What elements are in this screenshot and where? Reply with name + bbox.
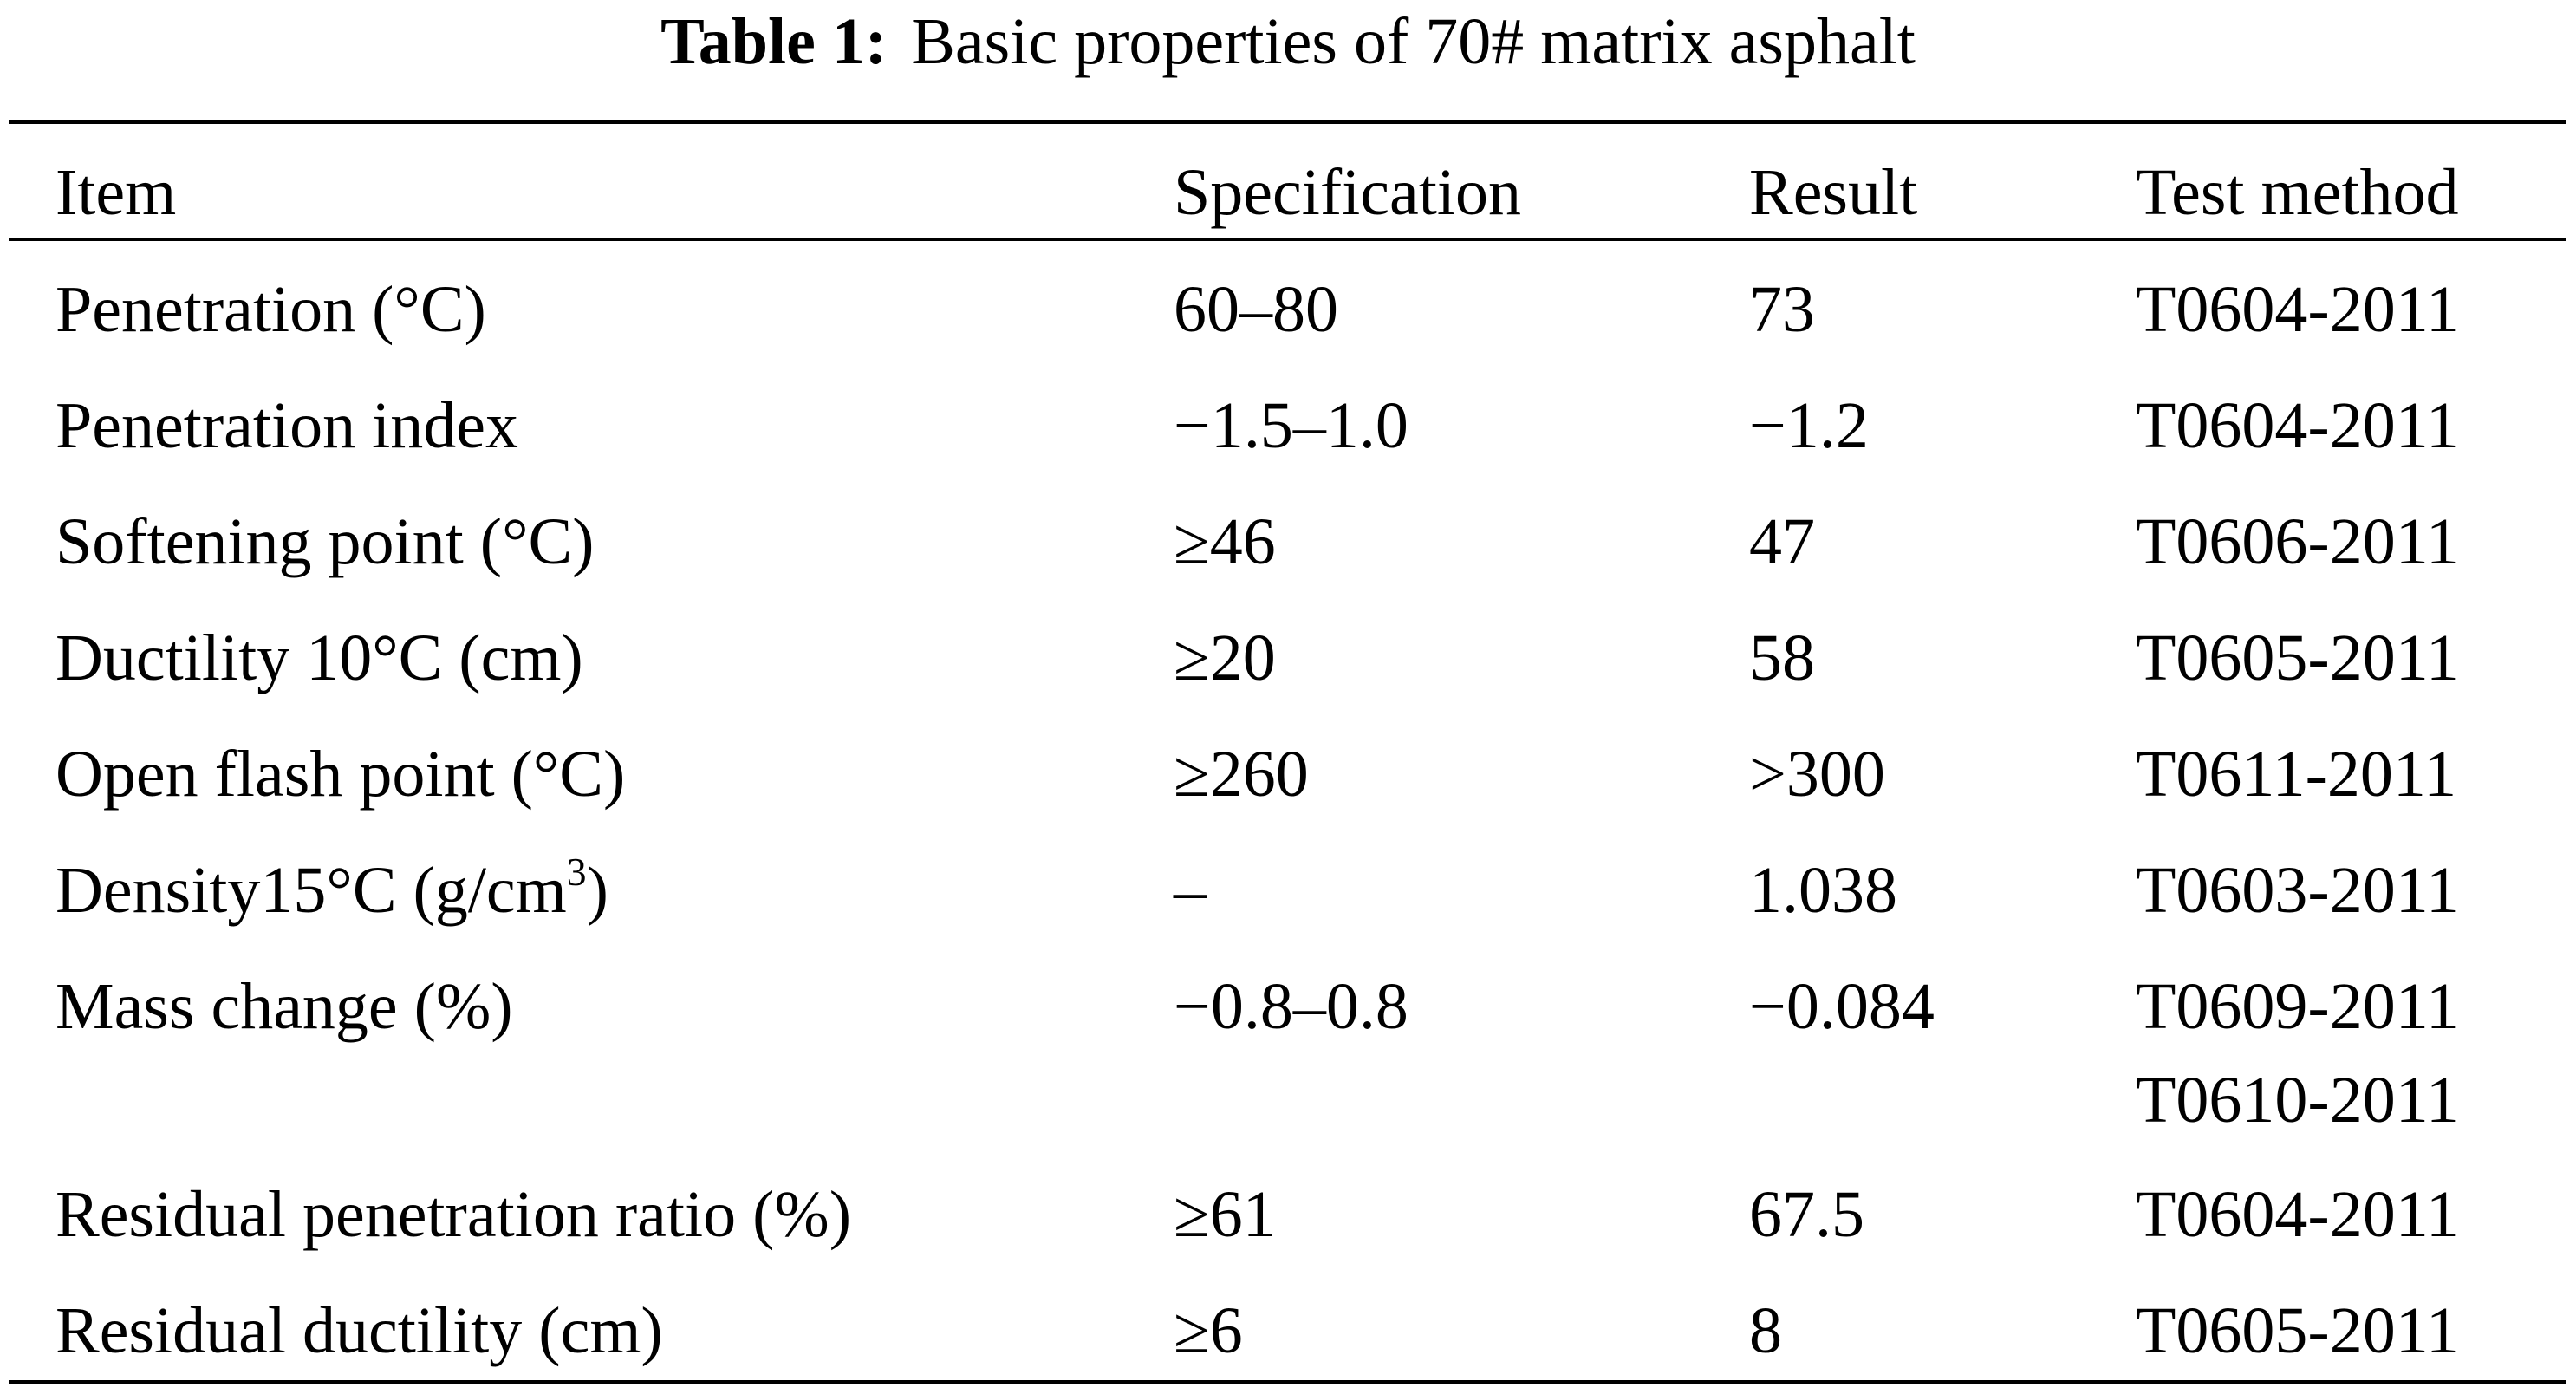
cell-result: −1.2 — [1749, 389, 1869, 462]
cell-result: >300 — [1749, 738, 1885, 811]
cell-test-method: T0611-2011 — [2136, 738, 2457, 811]
header-test-method: Test method — [2136, 156, 2459, 229]
table-row: Ductility 10°C (cm) ≥20 58 T0605-2011 — [0, 611, 2576, 727]
cell-test-method: T0603-2011 — [2136, 854, 2459, 927]
header-result: Result — [1749, 156, 1918, 229]
cell-result: −0.084 — [1749, 970, 1935, 1043]
cell-specification: −1.5–1.0 — [1174, 389, 1408, 462]
table-top-rule — [9, 120, 2566, 124]
superscript-three: 3 — [566, 850, 587, 895]
cell-item: Open flash point (°C) — [55, 738, 626, 811]
cell-specification: ≥20 — [1174, 622, 1276, 694]
cell-result: 73 — [1749, 273, 1815, 346]
cell-test-method: T0604-2011 — [2136, 1178, 2459, 1251]
cell-item: Penetration index — [55, 389, 518, 462]
cell-item: Penetration (°C) — [55, 273, 486, 346]
table-caption: Table 1: Basic properties of 70# matrix a… — [0, 0, 2576, 104]
table-caption-label: Table 1: — [660, 5, 888, 78]
table-row: Softening point (°C) ≥46 47 T0606-2011 — [0, 495, 2576, 611]
table-caption-text: Basic properties of 70# matrix asphalt — [911, 5, 1916, 78]
cell-specification: – — [1174, 854, 1207, 927]
cell-specification: ≥61 — [1174, 1178, 1276, 1251]
table-row: Penetration (°C) 60–80 73 T0604-2011 — [0, 263, 2576, 379]
cell-test-method: T0604-2011 — [2136, 389, 2459, 462]
cell-item: Density15°C (g/cm3) — [55, 844, 608, 937]
table-row: Residual ductility (cm) ≥6 8 T0605-2011 — [0, 1284, 2576, 1379]
cell-specification: ≥260 — [1174, 738, 1309, 811]
cell-test-method: T0604-2011 — [2136, 273, 2459, 346]
table-row: Open flash point (°C) ≥260 >300 T0611-20… — [0, 727, 2576, 844]
cell-specification: ≥46 — [1174, 505, 1276, 578]
cell-test-method: T0605-2011 — [2136, 1294, 2459, 1367]
cell-item: Softening point (°C) — [55, 505, 595, 578]
cell-specification: 60–80 — [1174, 273, 1338, 346]
table-header-rule — [9, 238, 2566, 241]
cell-specification: −0.8–0.8 — [1174, 970, 1408, 1043]
table-header-row: Item Specification Result Test method — [0, 146, 2576, 262]
table-row: Density15°C (g/cm3) – 1.038 T0603-2011 — [0, 844, 2576, 960]
cell-test-method: T0605-2011 — [2136, 622, 2459, 694]
table-row: Penetration index −1.5–1.0 −1.2 T0604-20… — [0, 379, 2576, 495]
cell-result: 47 — [1749, 505, 1815, 578]
cell-test-method: T0609-2011 T0610-2011 — [2136, 960, 2459, 1147]
cell-item: Residual penetration ratio (%) — [55, 1178, 852, 1251]
cell-item: Mass change (%) — [55, 970, 513, 1043]
cell-item-text: Density15°C (g/cm — [55, 854, 567, 927]
cell-item: Ductility 10°C (cm) — [55, 622, 583, 694]
cell-item: Residual ductility (cm) — [55, 1294, 663, 1367]
table-row: Residual penetration ratio (%) ≥61 67.5 … — [0, 1168, 2576, 1284]
cell-test-method: T0606-2011 — [2136, 505, 2459, 578]
test-method-line: T0609-2011 — [2136, 970, 2459, 1043]
cell-result: 67.5 — [1749, 1178, 1864, 1251]
cell-result: 58 — [1749, 622, 1815, 694]
cell-specification: ≥6 — [1174, 1294, 1243, 1367]
table-bottom-rule — [9, 1380, 2566, 1384]
test-method-line: T0610-2011 — [2136, 1064, 2459, 1137]
table-row: Mass change (%) −0.8–0.8 −0.084 T0609-20… — [0, 960, 2576, 1168]
cell-result: 8 — [1749, 1294, 1782, 1367]
cell-item-suffix: ) — [586, 854, 608, 927]
header-specification: Specification — [1174, 156, 1521, 229]
header-item: Item — [55, 156, 177, 229]
cell-result: 1.038 — [1749, 854, 1897, 927]
